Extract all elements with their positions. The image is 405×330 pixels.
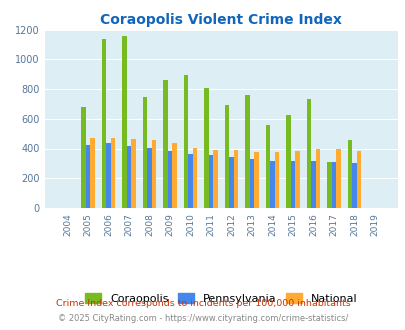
Bar (143, 96, 147, 208)
Bar (85, 145, 90, 208)
Text: © 2025 CityRating.com - https://www.cityrating.com/crime-statistics/: © 2025 CityRating.com - https://www.city… (58, 314, 347, 323)
Legend: Coraopolis, Pennsylvania, National: Coraopolis, Pennsylvania, National (80, 288, 361, 308)
Bar (172, 143, 176, 208)
Bar (81, 107, 85, 208)
Bar (122, 36, 126, 208)
Bar (245, 95, 249, 208)
Bar (167, 151, 172, 208)
Bar (106, 143, 111, 208)
Bar (163, 80, 167, 208)
Bar (183, 75, 188, 208)
Bar (147, 148, 151, 208)
Text: Crime Index corresponds to incidents per 100,000 inhabitants: Crime Index corresponds to incidents per… (55, 299, 350, 308)
Bar (151, 140, 156, 208)
Bar (331, 162, 335, 208)
Bar (315, 149, 320, 208)
Bar (188, 154, 192, 208)
Bar (286, 115, 290, 208)
Bar (204, 88, 208, 208)
Bar (335, 149, 340, 208)
Bar (224, 106, 229, 208)
Bar (208, 155, 213, 208)
Bar (249, 159, 254, 208)
Bar (233, 150, 238, 208)
Bar (126, 146, 131, 208)
Bar (192, 148, 197, 208)
Bar (306, 99, 311, 208)
Title: Coraopolis Violent Crime Index: Coraopolis Violent Crime Index (100, 13, 341, 27)
Bar (294, 151, 299, 208)
Bar (326, 162, 331, 208)
Bar (290, 161, 294, 208)
Bar (347, 140, 352, 208)
Bar (311, 161, 315, 208)
Bar (111, 138, 115, 208)
Bar (270, 161, 274, 208)
Bar (254, 152, 258, 208)
Bar (356, 151, 360, 208)
Bar (90, 138, 94, 208)
Bar (265, 125, 270, 208)
Bar (102, 39, 106, 208)
Bar (131, 139, 135, 208)
Bar (352, 163, 356, 208)
Bar (274, 152, 279, 208)
Bar (229, 157, 233, 208)
Bar (213, 150, 217, 208)
